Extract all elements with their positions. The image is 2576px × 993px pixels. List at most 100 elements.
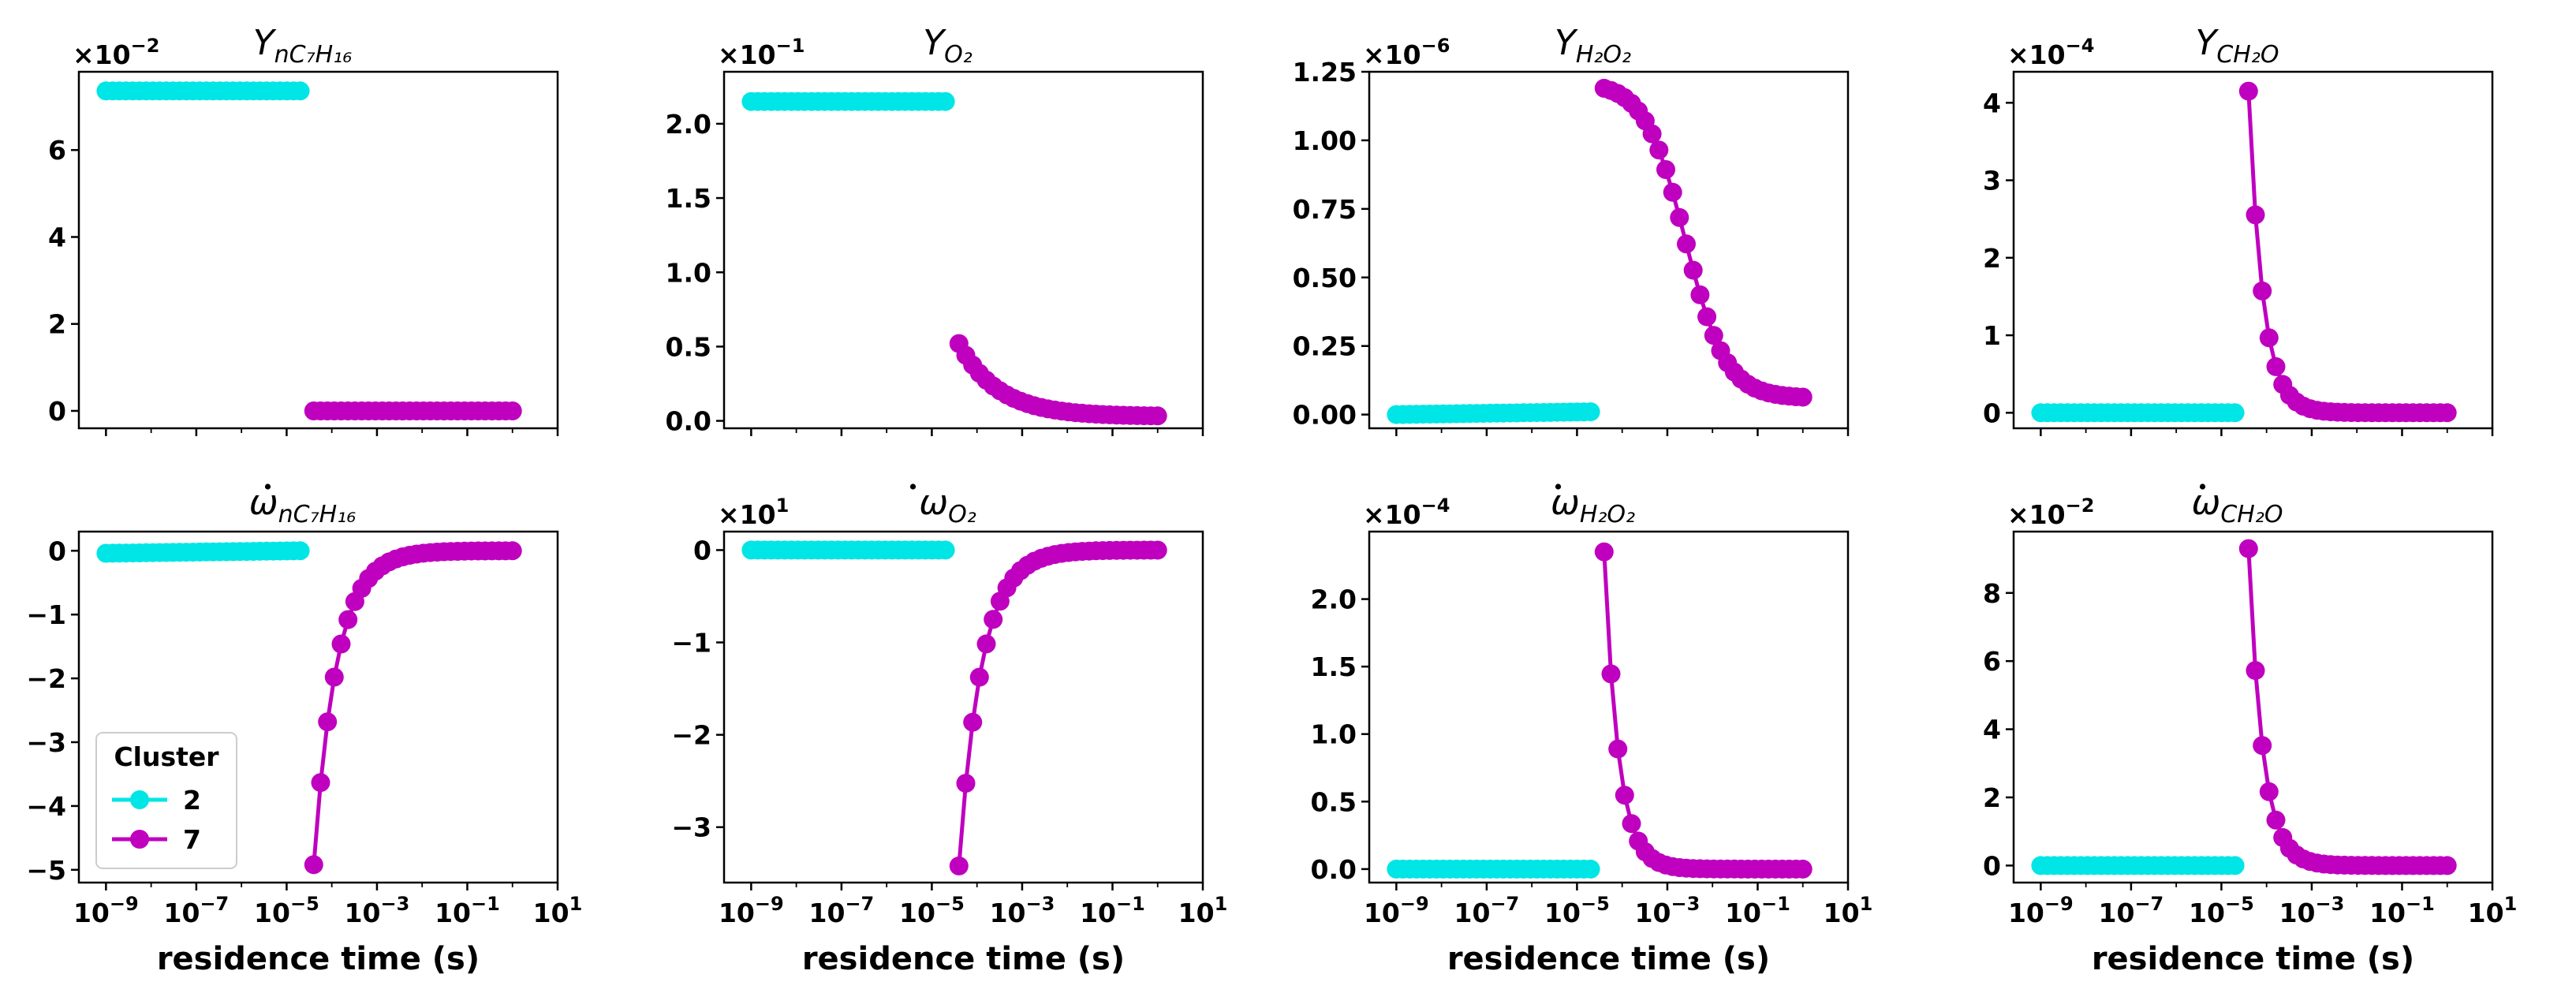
data-point-cluster-7 bbox=[2238, 539, 2258, 558]
y-multiplier: ×10−2 bbox=[2007, 495, 2094, 530]
x-axis-label: residence time (s) bbox=[157, 941, 480, 977]
x-tick-label: 10−1 bbox=[1725, 893, 1790, 928]
data-point-cluster-7 bbox=[963, 712, 983, 732]
data-point-cluster-7 bbox=[1663, 182, 1682, 202]
y-tick-label: 0 bbox=[693, 535, 711, 566]
y-tick-label: 0.25 bbox=[1293, 331, 1357, 362]
data-point-cluster-7 bbox=[2437, 403, 2457, 423]
data-point-cluster-7 bbox=[2238, 81, 2258, 101]
data-point-cluster-7 bbox=[338, 610, 358, 629]
y-tick-label: 2.0 bbox=[1311, 584, 1357, 615]
axes-frame bbox=[722, 70, 1204, 430]
data-point-cluster-7 bbox=[976, 634, 996, 654]
data-point-cluster-2 bbox=[290, 81, 310, 101]
subplot-3: 0.00 0.25 0.50 0.75 1.00 1.25×10−6 YH₂O₂ bbox=[1293, 23, 1850, 436]
legend-label-cluster-2: 2 bbox=[183, 785, 201, 816]
data-point-cluster-7 bbox=[984, 610, 1003, 629]
y-tick-label: 1 bbox=[1983, 320, 2001, 351]
data-point-cluster-7 bbox=[1649, 140, 1669, 160]
y-tick-label: 0.5 bbox=[666, 331, 711, 362]
y-tick-label: 2.0 bbox=[666, 109, 711, 140]
x-tick-label: 10−1 bbox=[1080, 893, 1145, 928]
axes-frame bbox=[722, 530, 1204, 884]
data-point-cluster-7 bbox=[2246, 205, 2265, 225]
axes-frame bbox=[2012, 70, 2494, 430]
y-tick-label: 2 bbox=[1983, 782, 2001, 813]
data-point-cluster-7 bbox=[1793, 387, 1813, 407]
data-point-cluster-7 bbox=[1622, 814, 1641, 834]
y-tick-label: 3 bbox=[1983, 166, 2001, 196]
data-point-cluster-2 bbox=[2225, 856, 2245, 875]
data-point-cluster-7 bbox=[1670, 207, 1689, 227]
y-tick-label: 6 bbox=[1983, 646, 2001, 677]
y-tick-label: 0.5 bbox=[1311, 786, 1357, 817]
x-tick-label: 10−7 bbox=[2099, 893, 2164, 928]
y-tick-label: 2 bbox=[48, 309, 66, 340]
x-tick-label: 10−3 bbox=[2279, 893, 2345, 928]
axes-frame bbox=[2012, 530, 2494, 884]
x-tick-label: 10−7 bbox=[809, 893, 875, 928]
data-point-cluster-7 bbox=[1683, 260, 1703, 280]
x-tick-label: 101 bbox=[2468, 893, 2518, 928]
subplot-2: 0.0 0.5 1.0 1.5 2.0 ×10−1 YO₂ bbox=[666, 23, 1204, 437]
subplot-title: YCH₂O bbox=[2195, 23, 2279, 69]
data-point-cluster-7 bbox=[311, 773, 330, 793]
y-tick-label: 1.0 bbox=[666, 257, 711, 288]
y-tick-label: 0.75 bbox=[1293, 194, 1357, 225]
series-line-cluster-7 bbox=[1603, 86, 1803, 399]
x-tick-label: 10−1 bbox=[2369, 893, 2435, 928]
y-tick-label: 1.25 bbox=[1293, 57, 1357, 88]
data-point-cluster-2 bbox=[935, 540, 955, 560]
data-point-cluster-7 bbox=[1677, 234, 1696, 254]
x-tick-label: 10−9 bbox=[1364, 893, 1429, 928]
x-tick-label: 10−3 bbox=[345, 893, 410, 928]
x-axis-label: residence time (s) bbox=[802, 941, 1125, 977]
omega-dot bbox=[1555, 483, 1562, 490]
omega-dot bbox=[909, 483, 917, 490]
y-tick-label: 0 bbox=[1983, 398, 2001, 428]
y-multiplier: ×101 bbox=[718, 495, 789, 530]
y-multiplier: ×10−4 bbox=[2007, 35, 2094, 70]
data-point-cluster-7 bbox=[2437, 856, 2457, 875]
y-tick-label: 0 bbox=[48, 536, 66, 566]
data-point-cluster-7 bbox=[1615, 786, 1634, 805]
x-tick-label: 10−5 bbox=[2189, 893, 2254, 928]
series-line-cluster-7 bbox=[957, 548, 1158, 867]
y-tick-label: −3 bbox=[671, 812, 711, 843]
legend-title: Cluster bbox=[114, 741, 219, 772]
series-line-cluster-7 bbox=[312, 548, 513, 865]
data-point-cluster-7 bbox=[1793, 859, 1813, 879]
data-point-cluster-7 bbox=[1148, 406, 1167, 426]
data-point-cluster-7 bbox=[1601, 664, 1621, 684]
y-multiplier: ×10−1 bbox=[718, 35, 805, 70]
data-point-cluster-2 bbox=[1581, 859, 1600, 879]
omega-dot bbox=[2199, 483, 2206, 490]
subplot-title: ωnC₇H₁₆ bbox=[249, 483, 356, 528]
y-tick-label: 8 bbox=[1983, 578, 2001, 609]
y-tick-label: 1.5 bbox=[666, 183, 711, 214]
subplot-1: 0 2 4 6 ×10−2 YnC₇H₁₆ bbox=[48, 23, 559, 436]
y-tick-label: 0.0 bbox=[1311, 854, 1357, 885]
x-tick-label: 10−7 bbox=[164, 893, 230, 928]
x-tick-label: 10−9 bbox=[73, 893, 139, 928]
data-point-cluster-7 bbox=[502, 401, 522, 420]
y-tick-label: 4 bbox=[48, 222, 66, 252]
y-tick-label: −4 bbox=[26, 791, 66, 822]
data-point-cluster-2 bbox=[935, 91, 955, 111]
data-point-cluster-7 bbox=[2266, 357, 2286, 376]
y-tick-label: 1.00 bbox=[1293, 125, 1357, 156]
data-point-cluster-7 bbox=[1697, 307, 1717, 327]
y-tick-label: −1 bbox=[26, 599, 66, 630]
x-tick-label: 10−5 bbox=[1544, 893, 1610, 928]
subplot-title: YH₂O₂ bbox=[1555, 23, 1631, 69]
y-tick-label: 0.0 bbox=[666, 406, 711, 437]
x-tick-label: 10−3 bbox=[1635, 893, 1701, 928]
subplot-title: YO₂ bbox=[923, 23, 973, 69]
y-tick-label: −1 bbox=[671, 628, 711, 659]
x-axis-label: residence time (s) bbox=[2092, 941, 2414, 977]
y-tick-label: 0 bbox=[48, 396, 66, 427]
y-tick-label: 1.0 bbox=[1311, 719, 1357, 750]
y-tick-label: 4 bbox=[1983, 715, 2001, 745]
legend-marker-cluster-2 bbox=[130, 790, 149, 809]
